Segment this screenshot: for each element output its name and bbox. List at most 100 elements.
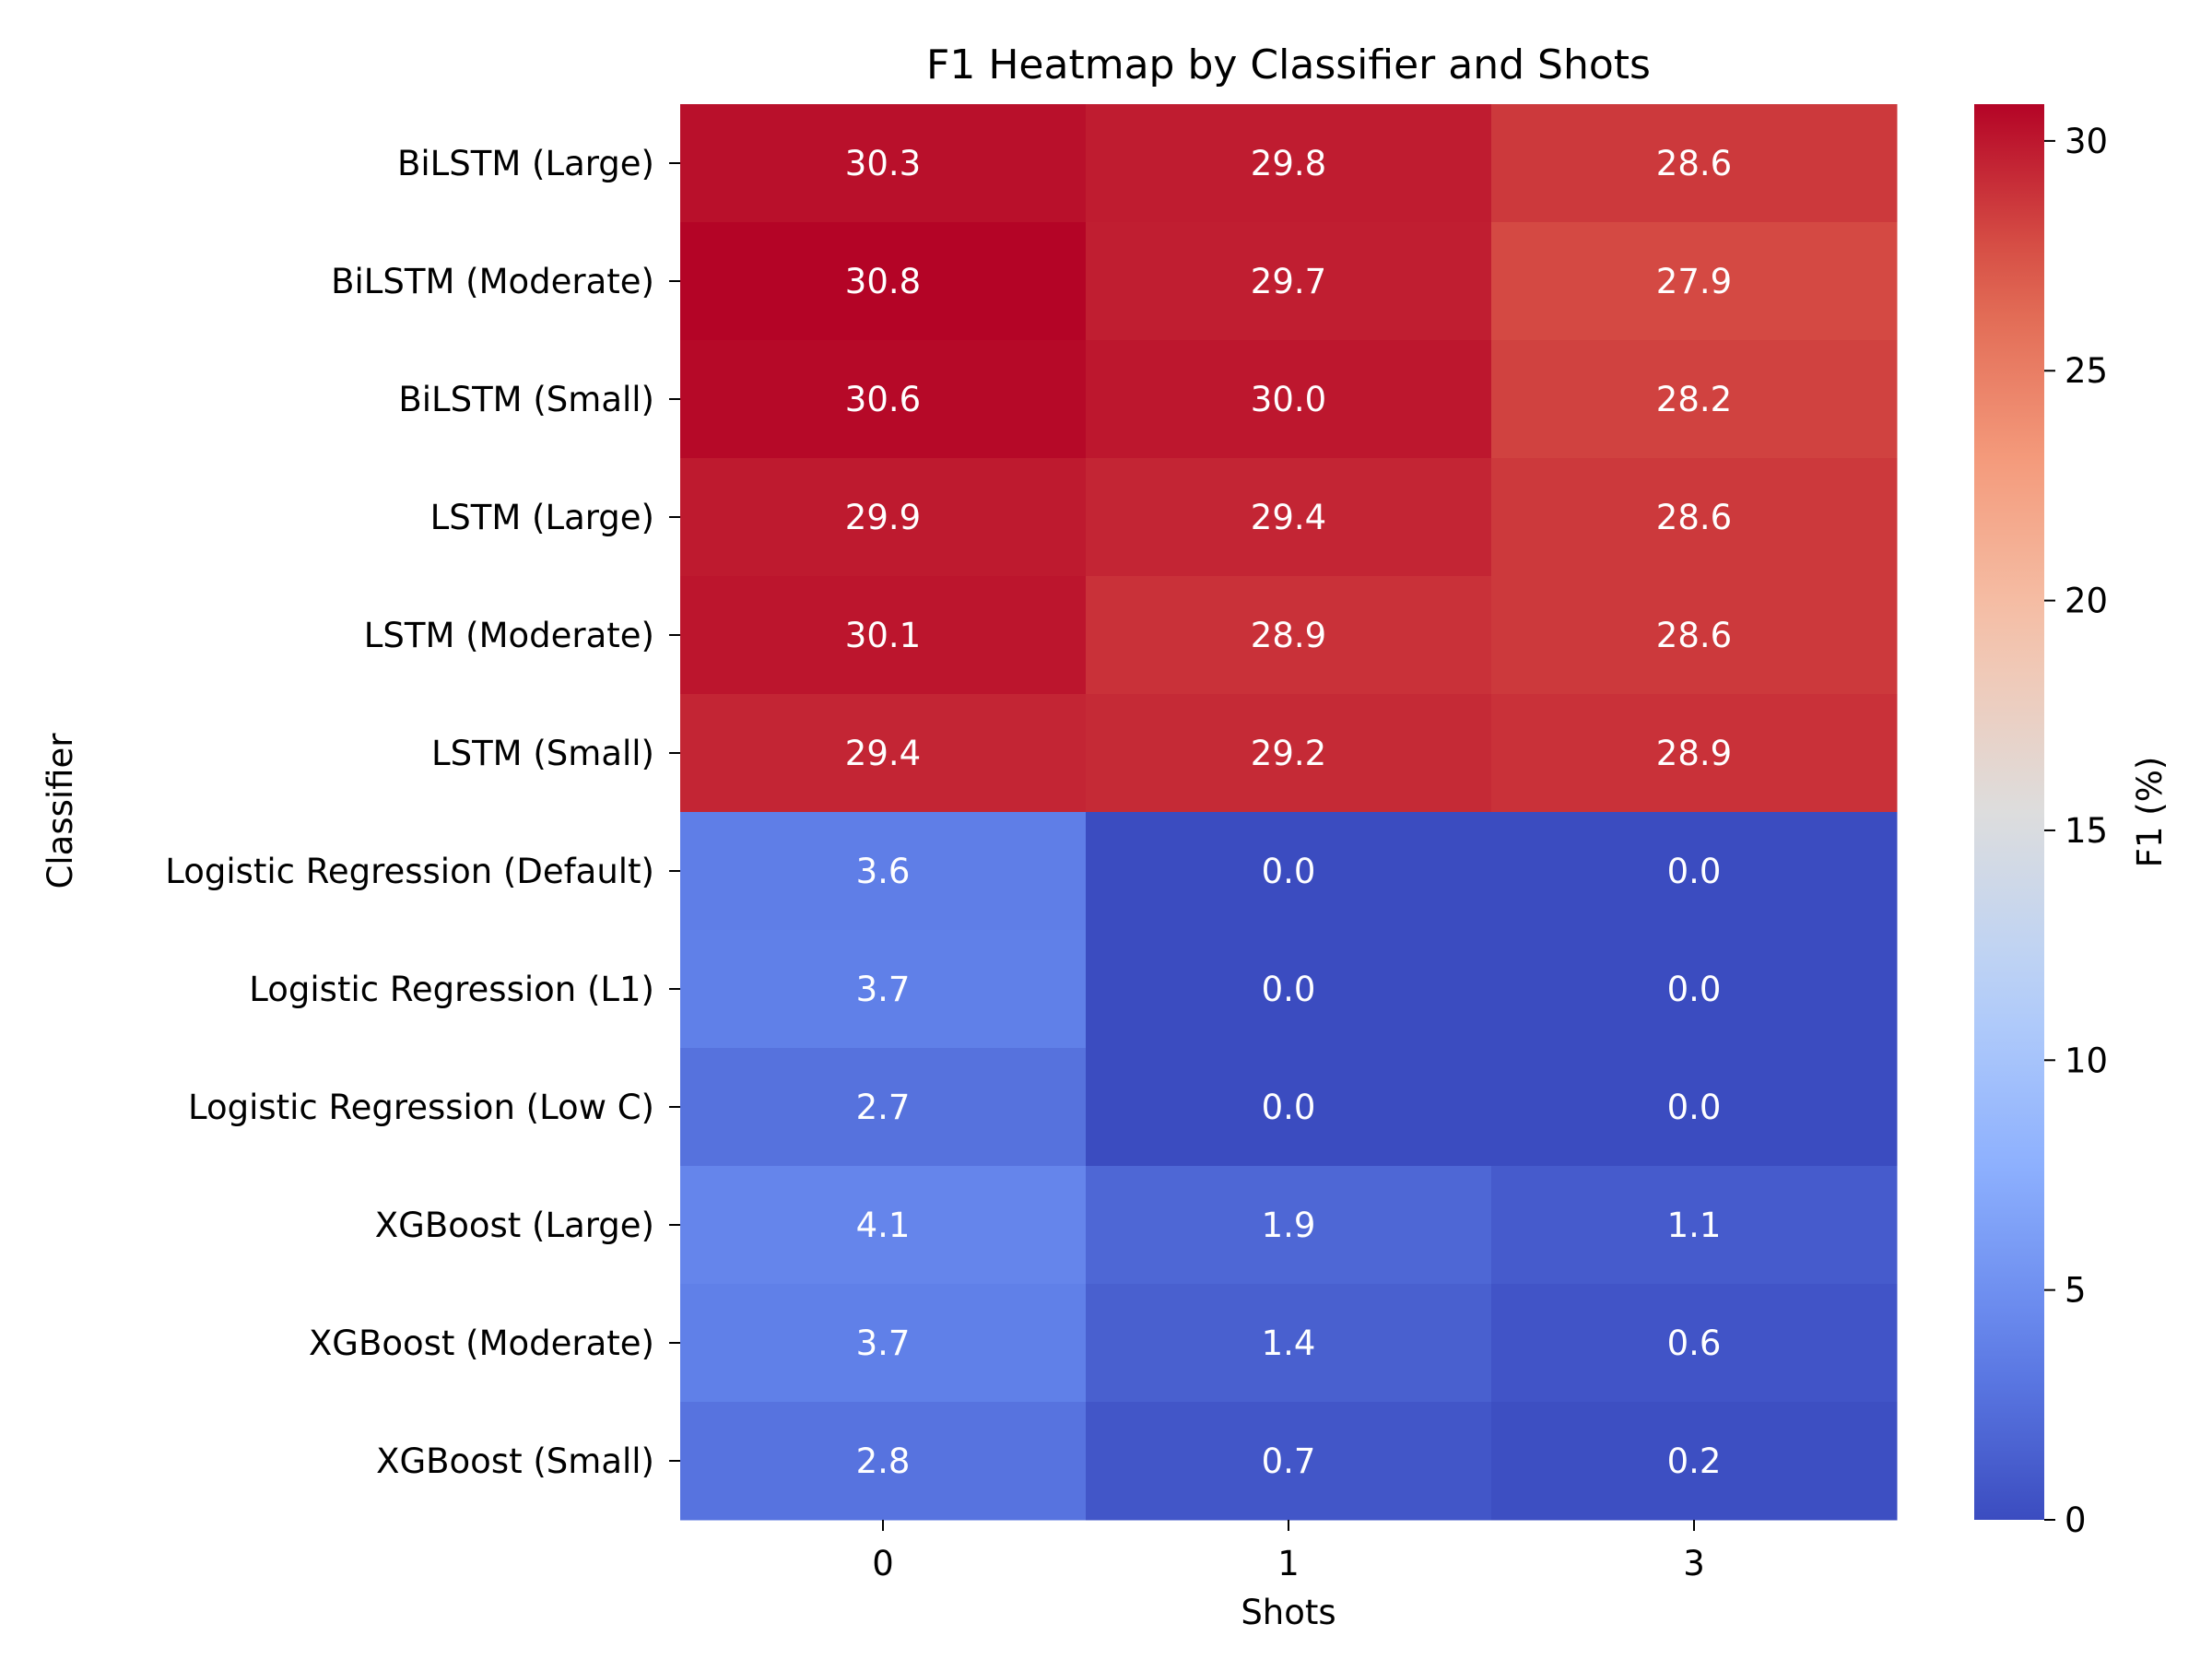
heatmap-cells <box>680 104 1898 1521</box>
heatmap-cell <box>680 812 1087 931</box>
x-tick-label: 3 <box>1683 1544 1705 1583</box>
cell-value-label: 30.3 <box>845 144 921 183</box>
y-tick-label: XGBoost (Large) <box>375 1206 654 1245</box>
cell-value-label: 1.1 <box>1667 1206 1722 1245</box>
cell-value-label: 0.0 <box>1667 852 1722 891</box>
colorbar-tick-label: 0 <box>2065 1500 2087 1540</box>
y-tick-label: LSTM (Large) <box>430 498 654 537</box>
heatmap-cell <box>1086 930 1492 1049</box>
x-axis: 0 1 3 <box>872 1520 1705 1583</box>
heatmap-cell <box>1491 812 1898 931</box>
heatmap-cell <box>1086 812 1492 931</box>
heatmap-cell <box>1491 1166 1898 1285</box>
colorbar-title: F1 (%) <box>2130 757 2170 868</box>
cell-value-label: 29.9 <box>845 498 921 537</box>
y-tick-label: BiLSTM (Moderate) <box>331 262 654 301</box>
colorbar-ticks: 0 5 10 15 20 25 30 <box>2044 122 2108 1540</box>
cell-value-label: 0.0 <box>1262 970 1316 1009</box>
heatmap-cell <box>680 1402 1087 1521</box>
colorbar-tick-label: 10 <box>2065 1041 2108 1080</box>
heatmap-cell <box>1086 1166 1492 1285</box>
cell-value-label: 2.7 <box>856 1088 911 1127</box>
heatmap-cell <box>1086 458 1492 577</box>
heatmap-cell <box>1086 222 1492 341</box>
cell-value-label: 3.7 <box>856 970 911 1009</box>
heatmap-cell <box>680 340 1087 459</box>
chart-title: F1 Heatmap by Classifier and Shots <box>926 41 1651 88</box>
cell-value-label: 29.4 <box>1251 498 1326 537</box>
cell-value-label: 28.6 <box>1656 498 1732 537</box>
heatmap-cell <box>1491 1048 1898 1167</box>
heatmap-cell <box>680 1166 1087 1285</box>
y-tick-label: LSTM (Moderate) <box>364 616 654 655</box>
x-tick-label: 1 <box>1277 1544 1300 1583</box>
cell-value-label: 28.9 <box>1656 734 1732 773</box>
heatmap-cell <box>1086 576 1492 695</box>
heatmap-cell <box>680 576 1087 695</box>
y-tick-label: XGBoost (Moderate) <box>309 1324 654 1363</box>
colorbar-tick-label: 30 <box>2065 122 2108 161</box>
cell-value-label: 1.4 <box>1262 1324 1316 1363</box>
heatmap-cell <box>1491 222 1898 341</box>
heatmap-cell <box>1086 1284 1492 1403</box>
cell-value-label: 28.6 <box>1656 144 1732 183</box>
heatmap-cell <box>1086 694 1492 813</box>
heatmap-cell <box>1491 576 1898 695</box>
y-tick-label: Logistic Regression (Low C) <box>188 1088 654 1127</box>
colorbar-tick-label: 15 <box>2065 811 2108 851</box>
heatmap-cell <box>1491 1402 1898 1521</box>
cell-value-label: 30.6 <box>845 380 921 419</box>
cell-value-label: 30.0 <box>1251 380 1326 419</box>
heatmap-cell <box>680 694 1087 813</box>
heatmap-cell <box>1491 930 1898 1049</box>
y-tick-label: XGBoost (Small) <box>376 1441 654 1481</box>
cell-value-label: 28.6 <box>1656 616 1732 655</box>
cell-value-label: 0.0 <box>1667 1088 1722 1127</box>
cell-value-label: 28.2 <box>1656 380 1732 419</box>
heatmap-cell <box>680 458 1087 577</box>
heatmap-cell <box>1491 1284 1898 1403</box>
colorbar: 0 5 10 15 20 25 30 F1 (%) <box>1974 104 2170 1540</box>
cell-value-label: 3.7 <box>856 1324 911 1363</box>
heatmap-cell <box>1491 694 1898 813</box>
cell-value-label: 29.4 <box>845 734 921 773</box>
heatmap-cell <box>1491 340 1898 459</box>
y-tick-label: Logistic Regression (Default) <box>165 852 654 891</box>
cell-value-label: 3.6 <box>856 852 911 891</box>
cell-value-label: 0.6 <box>1667 1324 1722 1363</box>
cell-value-label: 29.7 <box>1251 262 1326 301</box>
heatmap-cell <box>1086 1402 1492 1521</box>
cell-value-label: 2.8 <box>856 1441 911 1481</box>
x-axis-title: Shots <box>1241 1593 1335 1632</box>
cell-value-label: 27.9 <box>1656 262 1732 301</box>
heatmap-cell <box>680 222 1087 341</box>
y-axis: BiLSTM (Large) BiLSTM (Moderate) BiLSTM (S… <box>165 144 680 1481</box>
colorbar-tick-label: 20 <box>2065 582 2108 621</box>
cell-value-label: 0.0 <box>1262 1088 1316 1127</box>
heatmap-cell-labels: 30.3 29.8 28.6 30.8 29.7 27.9 30.6 30.0 28.2 29.9… <box>845 144 1732 1481</box>
cell-value-label: 28.9 <box>1251 616 1326 655</box>
cell-value-label: 30.8 <box>845 262 921 301</box>
heatmap-cell <box>1086 340 1492 459</box>
cell-value-label: 29.8 <box>1251 144 1326 183</box>
heatmap-cell <box>680 930 1087 1049</box>
y-tick-label: LSTM (Small) <box>431 734 654 773</box>
cell-value-label: 29.2 <box>1251 734 1326 773</box>
cell-value-label: 30.1 <box>845 616 921 655</box>
y-tick-label: BiLSTM (Large) <box>397 144 654 183</box>
cell-value-label: 4.1 <box>856 1206 911 1245</box>
heatmap-cell <box>1491 458 1898 577</box>
heatmap-cell <box>1491 104 1898 223</box>
heatmap-cell <box>680 104 1087 223</box>
cell-value-label: 0.7 <box>1262 1441 1316 1481</box>
heatmap-cell <box>1086 1048 1492 1167</box>
y-axis-title: Classifier <box>41 733 80 889</box>
cell-value-label: 0.0 <box>1667 970 1722 1009</box>
heatmap-cell <box>1086 104 1492 223</box>
cell-value-label: 0.2 <box>1667 1441 1722 1481</box>
cell-value-label: 1.9 <box>1262 1206 1316 1245</box>
heatmap-cell <box>680 1048 1087 1167</box>
heatmap-cell <box>680 1284 1087 1403</box>
colorbar-gradient <box>1974 104 2044 1520</box>
cell-value-label: 0.0 <box>1262 852 1316 891</box>
